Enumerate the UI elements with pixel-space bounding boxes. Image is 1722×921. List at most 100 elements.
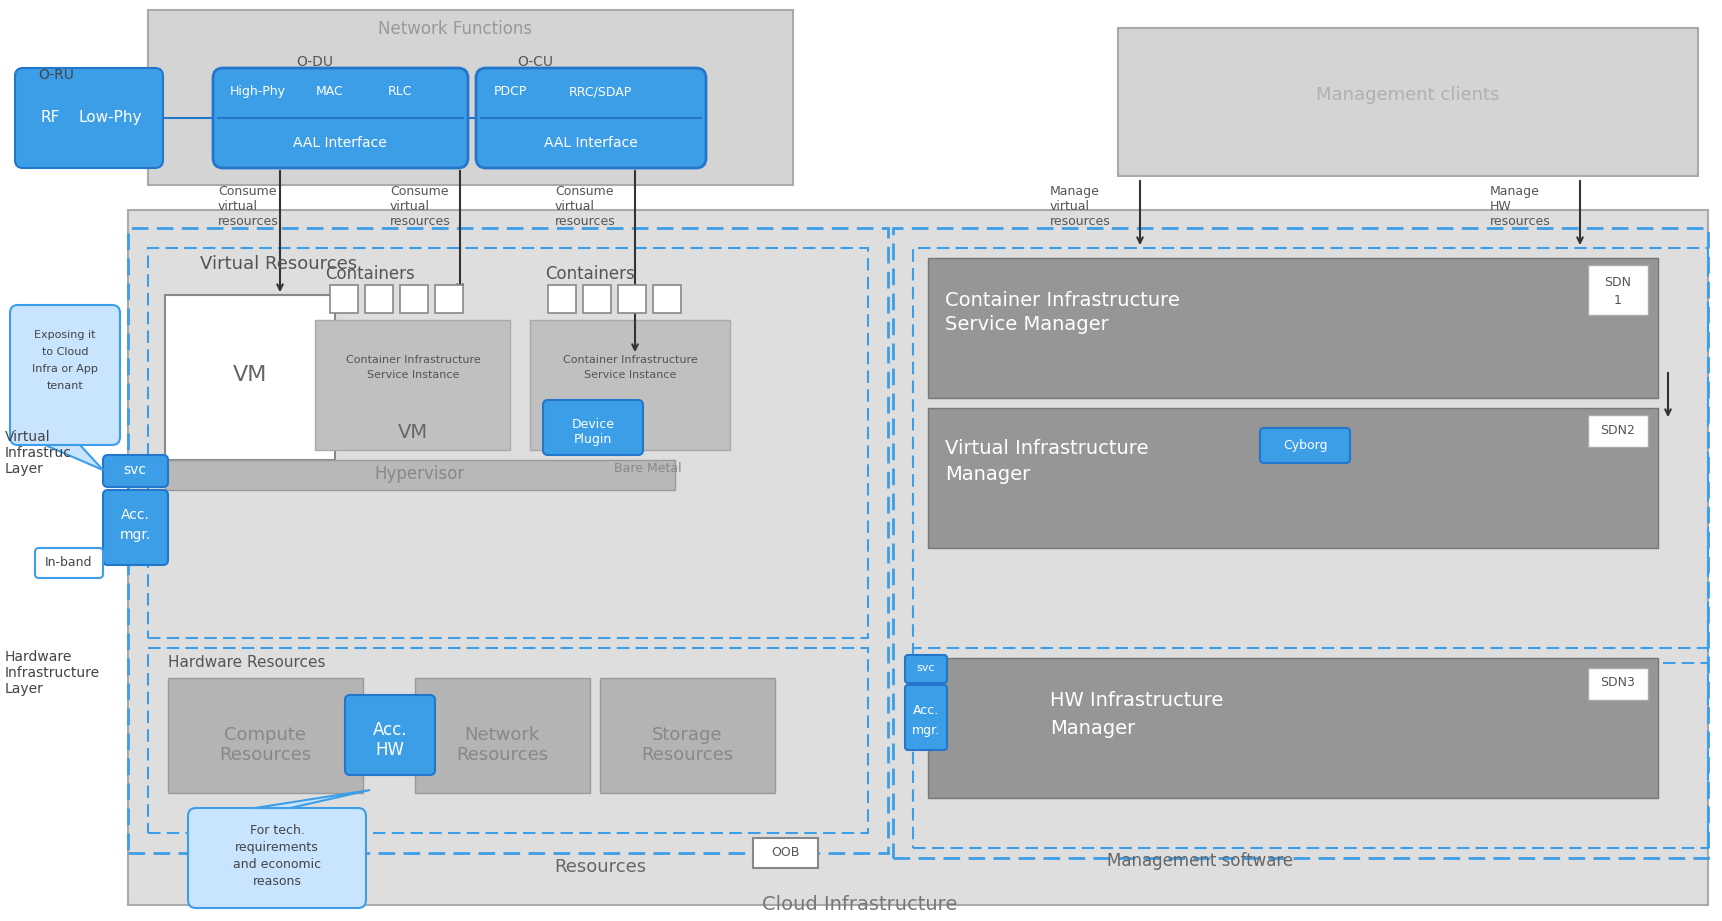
FancyBboxPatch shape	[10, 305, 121, 445]
Text: Service Manager: Service Manager	[945, 316, 1109, 334]
Bar	[415, 678, 591, 793]
Text: Containers: Containers	[325, 265, 415, 283]
Text: reasons: reasons	[253, 875, 301, 888]
Text: RF: RF	[40, 111, 60, 125]
Bar	[894, 228, 1708, 858]
Bar	[599, 678, 775, 793]
Text: Plugin: Plugin	[573, 434, 611, 447]
FancyBboxPatch shape	[906, 685, 947, 750]
Text: Virtual Infrastructure: Virtual Infrastructure	[945, 438, 1149, 458]
Text: AAL Interface: AAL Interface	[293, 136, 387, 150]
Bar	[1588, 265, 1648, 315]
Bar	[400, 285, 429, 313]
Text: SDN: SDN	[1605, 275, 1631, 288]
Bar	[365, 285, 393, 313]
Text: O-RU: O-RU	[38, 68, 74, 82]
Bar	[1118, 28, 1698, 176]
Text: requirements: requirements	[236, 841, 319, 854]
FancyBboxPatch shape	[15, 68, 164, 168]
Text: Service Instance: Service Instance	[367, 370, 460, 380]
Bar	[148, 648, 868, 833]
Bar	[148, 248, 868, 638]
Bar	[913, 248, 1708, 663]
Bar	[753, 838, 818, 868]
Text: Compute: Compute	[224, 726, 307, 744]
Text: svc: svc	[124, 463, 146, 477]
Text: Manager: Manager	[1050, 718, 1135, 738]
Text: Infra or App: Infra or App	[33, 364, 98, 374]
Bar	[169, 678, 363, 793]
FancyBboxPatch shape	[542, 400, 642, 455]
Bar	[315, 320, 510, 450]
Text: Device: Device	[572, 417, 615, 430]
Text: O-DU: O-DU	[296, 55, 334, 69]
Text: VM: VM	[232, 365, 267, 385]
Text: Low-Phy: Low-Phy	[77, 111, 141, 125]
Text: Container Infrastructure: Container Infrastructure	[563, 355, 697, 365]
Bar	[928, 658, 1658, 798]
FancyBboxPatch shape	[1261, 428, 1350, 463]
Text: In-band: In-band	[45, 555, 93, 568]
Text: Hardware Resources: Hardware Resources	[169, 655, 325, 670]
Text: For tech.: For tech.	[250, 823, 305, 836]
Text: and economic: and economic	[232, 857, 320, 870]
Text: mgr.: mgr.	[913, 724, 940, 737]
Text: PDCP: PDCP	[492, 86, 527, 99]
FancyBboxPatch shape	[188, 808, 367, 908]
Text: HW Infrastructure: HW Infrastructure	[1050, 691, 1223, 709]
Text: Consume
virtual
resources: Consume virtual resources	[389, 185, 451, 228]
Bar	[618, 285, 646, 313]
Text: RLC: RLC	[387, 86, 412, 99]
Text: Manage
virtual
resources: Manage virtual resources	[1050, 185, 1111, 228]
Text: mgr.: mgr.	[119, 528, 150, 542]
Text: VM: VM	[398, 423, 429, 441]
FancyBboxPatch shape	[906, 655, 947, 683]
Text: Storage: Storage	[651, 726, 722, 744]
Bar	[548, 285, 575, 313]
Bar	[653, 285, 680, 313]
Bar	[165, 460, 675, 490]
Bar	[148, 10, 794, 185]
Bar	[928, 408, 1658, 548]
Bar	[1588, 668, 1648, 700]
FancyBboxPatch shape	[214, 68, 468, 168]
Bar	[127, 210, 1708, 905]
Text: Virtual
Infrastruc
Layer: Virtual Infrastruc Layer	[5, 430, 72, 476]
FancyBboxPatch shape	[34, 548, 103, 578]
Text: Consume
virtual
resources: Consume virtual resources	[219, 185, 279, 228]
FancyBboxPatch shape	[103, 490, 169, 565]
Polygon shape	[255, 790, 370, 808]
Bar	[165, 295, 336, 460]
Text: Hardware
Infrastructure
Layer: Hardware Infrastructure Layer	[5, 650, 100, 696]
Polygon shape	[45, 445, 103, 470]
Text: Hypervisor: Hypervisor	[375, 465, 465, 483]
Text: Acc.: Acc.	[121, 508, 150, 522]
Text: SDN3: SDN3	[1600, 677, 1636, 690]
Text: Management clients: Management clients	[1316, 86, 1500, 104]
Text: Resources: Resources	[456, 746, 548, 764]
Text: OOB: OOB	[771, 845, 799, 858]
Text: Containers: Containers	[546, 265, 635, 283]
Text: Cyborg: Cyborg	[1283, 438, 1328, 451]
Text: HW: HW	[375, 741, 405, 759]
Text: AAL Interface: AAL Interface	[544, 136, 637, 150]
Text: RRC/SDAP: RRC/SDAP	[568, 86, 632, 99]
Text: svc: svc	[916, 663, 935, 673]
Bar	[127, 228, 889, 853]
Text: Resources: Resources	[641, 746, 734, 764]
Bar	[928, 258, 1658, 398]
Text: Exposing it: Exposing it	[34, 330, 96, 340]
Text: Acc.: Acc.	[372, 721, 408, 739]
Text: Manager: Manager	[945, 465, 1030, 484]
FancyBboxPatch shape	[344, 695, 436, 775]
FancyBboxPatch shape	[475, 68, 706, 168]
Text: Resources: Resources	[219, 746, 312, 764]
Text: Consume
virtual
resources: Consume virtual resources	[554, 185, 616, 228]
Text: tenant: tenant	[46, 381, 83, 391]
Bar	[436, 285, 463, 313]
Text: Manage
HW
resources: Manage HW resources	[1490, 185, 1552, 228]
Text: Bare Metal: Bare Metal	[615, 462, 682, 475]
Text: MAC: MAC	[317, 86, 344, 99]
Text: Virtual Resources: Virtual Resources	[200, 255, 356, 273]
Text: Network: Network	[465, 726, 539, 744]
